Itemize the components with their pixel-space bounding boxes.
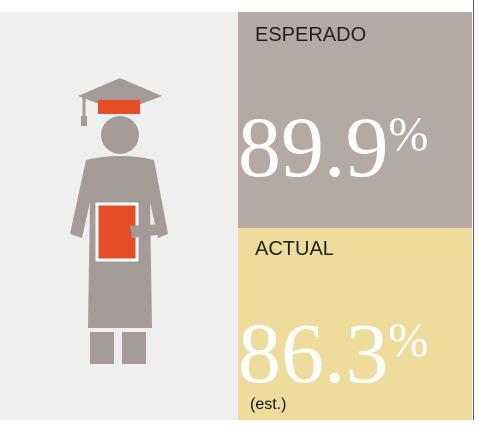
- cap-band: [98, 100, 140, 114]
- actual-value: 86.3%: [238, 310, 428, 396]
- figure-panel: [0, 12, 238, 420]
- unit: %: [388, 108, 429, 161]
- tassel: [81, 116, 87, 126]
- expected-value: 89.9%: [238, 104, 428, 190]
- estimate-note: (est.): [250, 396, 287, 413]
- leg: [90, 332, 114, 364]
- actual-label: ACTUAL: [255, 238, 334, 260]
- value: 89.9: [238, 99, 389, 195]
- head: [101, 116, 139, 154]
- value: 86.3: [238, 305, 389, 401]
- expected-label: ESPERADO: [255, 24, 367, 46]
- graduate-icon: [70, 78, 168, 364]
- leg: [122, 332, 146, 364]
- edge-rule: [473, 0, 474, 420]
- unit: %: [388, 314, 429, 367]
- actual-box: ACTUAL 86.3% (est.): [238, 228, 472, 420]
- book: [95, 202, 139, 262]
- hand: [130, 224, 164, 238]
- expected-box: ESPERADO 89.9%: [238, 12, 472, 228]
